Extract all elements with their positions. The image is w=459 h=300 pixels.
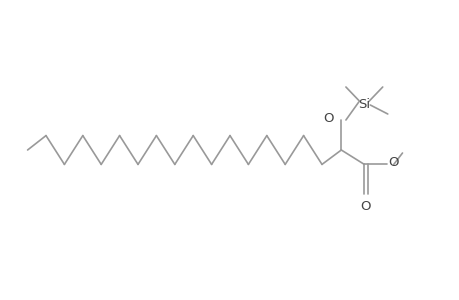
Text: O: O	[360, 200, 370, 213]
Text: Si: Si	[358, 98, 369, 112]
Text: O: O	[323, 112, 333, 125]
Text: O: O	[388, 156, 398, 170]
